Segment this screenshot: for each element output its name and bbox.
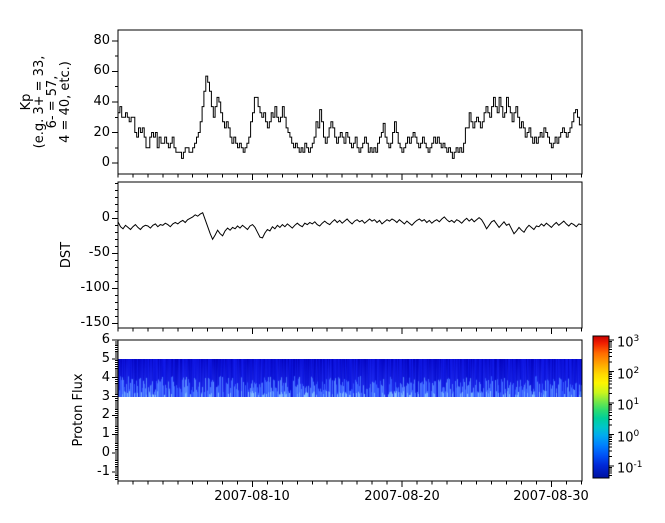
proton-flux-spectrogram (118, 359, 582, 397)
colorbar-tick-label-10e-1: 10-1 (617, 460, 643, 477)
proton_flux-y-tick-label: 4 (101, 369, 110, 385)
dst-y-tick-label: -150 (80, 315, 110, 331)
colorbar-tick-label-10e1: 101 (617, 397, 640, 414)
proton_flux-y-tick-label: 5 (101, 350, 110, 366)
dst-panel-border (117, 181, 583, 329)
dst-y-tick-label: -100 (80, 280, 110, 296)
proton_flux-y-tick-label: 2 (101, 407, 110, 423)
kp-axis-label: Kp (e.g. 3+ = 33, 6- = 57, 4 = 40, etc.) (19, 22, 73, 182)
kp-y-tick-label: 80 (93, 32, 110, 48)
kp-y-tick-label: 60 (93, 63, 110, 79)
kp-series-line (118, 75, 582, 159)
colorbar-tick-label-10e3: 103 (617, 334, 640, 351)
kp-panel-border (117, 29, 583, 175)
dst-y-tick-label: 0 (101, 210, 110, 226)
colorbar-tick-label-10e2: 102 (617, 365, 640, 382)
x-tick-label-2007-08-10: 2007-08-10 (214, 489, 290, 504)
x-tick-label-2007-08-20: 2007-08-20 (364, 489, 440, 504)
x-tick-label-2007-08-30: 2007-08-30 (513, 489, 589, 504)
colorbar-border (592, 335, 610, 479)
proton_flux-y-tick-label: 0 (101, 445, 110, 461)
proton_flux-y-tick-label: 1 (101, 426, 110, 442)
dst-series-line (117, 211, 582, 241)
colorbar-tick-label-10e0: 100 (617, 428, 640, 445)
proton_flux-y-tick-label: -1 (97, 463, 110, 479)
proton_flux-y-tick-label: 6 (101, 332, 110, 347)
colorbar-strip (593, 336, 609, 478)
kp-y-tick-label: 0 (101, 155, 110, 171)
kp-y-tick-label: 40 (93, 94, 110, 109)
proton_flux-y-tick-label: 3 (101, 388, 110, 404)
dst-y-tick-label: -50 (88, 245, 110, 261)
kp-y-tick-label: 20 (93, 124, 110, 140)
kp-axis-label-line4: 4 = 40, etc.) (58, 61, 73, 143)
proton_flux-panel-border (117, 339, 583, 482)
